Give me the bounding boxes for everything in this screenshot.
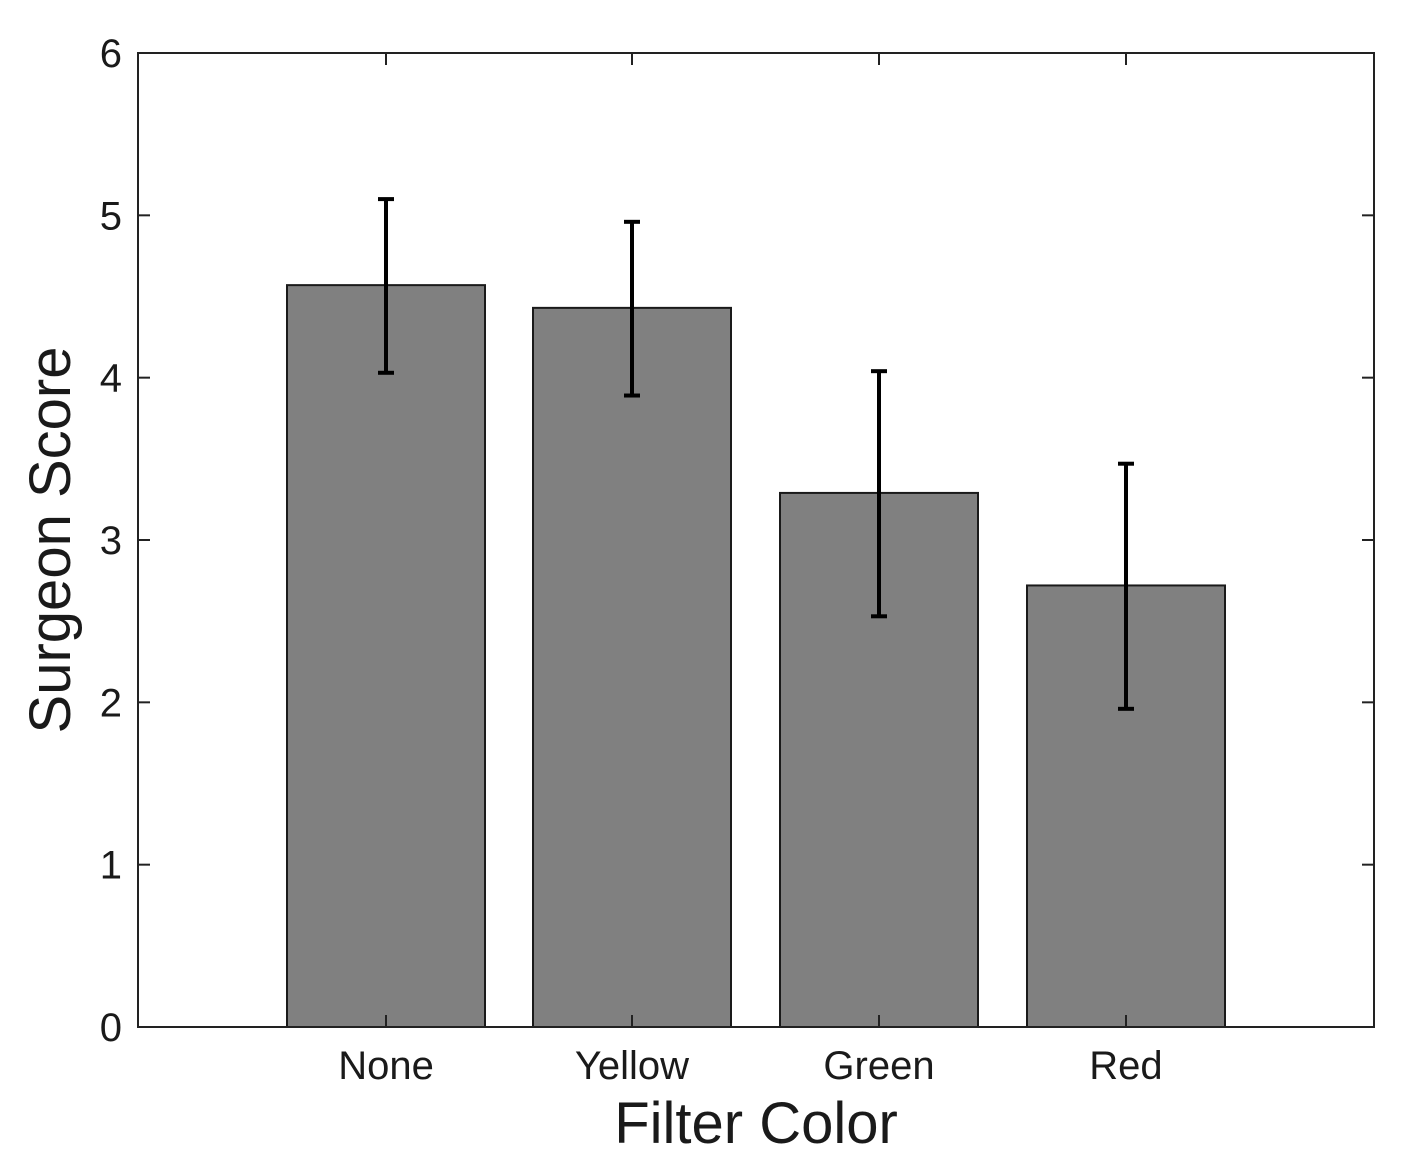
y-tick-label-6: 6 — [100, 32, 122, 76]
y-tick-label-0: 0 — [100, 1006, 122, 1050]
x-tick-label-green: Green — [823, 1044, 934, 1088]
x-tick-labels: None Yellow Green Red — [338, 1044, 1163, 1088]
x-axis-title: Filter Color — [614, 1091, 898, 1156]
y-tick-label-5: 5 — [100, 194, 122, 238]
y-tick-label-3: 3 — [100, 519, 122, 563]
x-tick-label-none: None — [338, 1044, 434, 1088]
y-tick-labels: 0 1 2 3 4 5 6 — [100, 32, 122, 1050]
y-tick-label-1: 1 — [100, 844, 122, 888]
x-tick-label-yellow: Yellow — [575, 1044, 689, 1088]
y-axis-title: Surgeon Score — [18, 347, 83, 734]
x-tick-label-red: Red — [1089, 1044, 1162, 1088]
plot-frame — [137, 52, 1375, 1028]
error-bars-group — [378, 197, 1134, 711]
y-tick-label-2: 2 — [100, 681, 122, 725]
bar-none — [286, 284, 486, 1028]
bar-yellow — [532, 306, 732, 1028]
y-tick-label-4: 4 — [100, 357, 122, 401]
